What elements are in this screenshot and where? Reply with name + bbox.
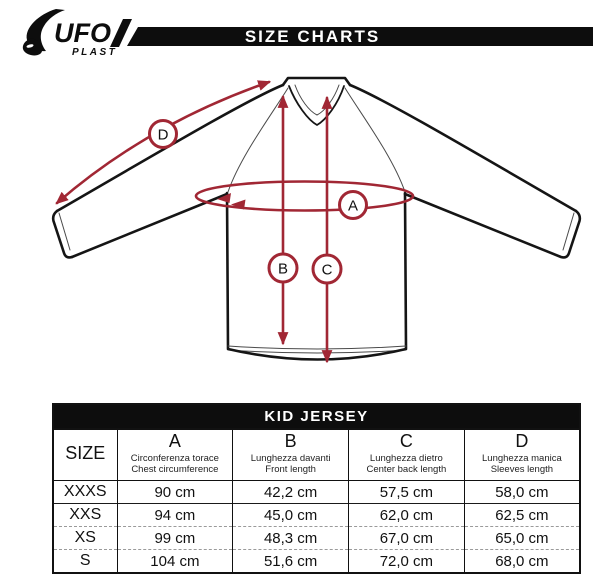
table-title: KID JERSEY [53, 404, 580, 430]
ufo-plast-logo: UFO PLAST [22, 9, 132, 58]
value-cell: 58,0 cm [463, 480, 580, 504]
value-cell: 65,0 cm [463, 526, 580, 550]
logo-alien-head-icon [22, 38, 43, 56]
size-cell: S [53, 549, 117, 573]
page-title: SIZE CHARTS [244, 27, 381, 46]
table-row-xxxs: XXXS 90 cm 42,2 cm 57,5 cm 58,0 cm [53, 480, 580, 504]
column-label-en: Front length [265, 464, 316, 476]
table-header-row: SIZE A Circonferenza torace Chest circum… [53, 429, 580, 482]
marker-circle-a: A [338, 190, 368, 220]
column-header-c: C Lunghezza dietro Center back length [348, 429, 465, 482]
size-column-header: SIZE [53, 429, 117, 482]
column-header-a: A Circonferenza torace Chest circumferen… [116, 429, 233, 482]
column-label-it: Lunghezza davanti [250, 452, 331, 464]
size-cell: XXS [53, 503, 117, 527]
table-title-row: KID JERSEY [53, 404, 580, 430]
value-cell: 90 cm [116, 480, 233, 504]
value-cell: 51,6 cm [232, 549, 349, 573]
column-label-en: Chest circumference [131, 464, 219, 476]
marker-circle-b: B [267, 252, 299, 284]
value-cell: 68,0 cm [463, 549, 580, 573]
value-cell: 45,0 cm [232, 503, 349, 527]
value-cell: 94 cm [116, 503, 233, 527]
column-letter: B [284, 431, 297, 451]
column-letter: D [515, 431, 529, 451]
value-cell: 62,0 cm [348, 503, 465, 527]
value-cell: 57,5 cm [348, 480, 465, 504]
column-label-it: Circonferenza torace [130, 452, 219, 464]
table-row-s: S 104 cm 51,6 cm 72,0 cm 68,0 cm [53, 549, 580, 573]
value-cell: 67,0 cm [348, 526, 465, 550]
table-row-xs: XS 99 cm 48,3 cm 67,0 cm 65,0 cm [53, 526, 580, 550]
value-cell: 99 cm [116, 526, 233, 550]
value-cell: 104 cm [116, 549, 233, 573]
column-letter: C [399, 431, 413, 451]
marker-letter: B [278, 261, 288, 278]
title-bar [127, 27, 593, 46]
jersey-size-diagram: D A B C [51, 76, 582, 364]
marker-letter: A [348, 198, 358, 215]
marker-circle-d: D [148, 119, 178, 149]
measurement-arrows [55, 80, 415, 364]
logo-slash-icon [110, 19, 132, 47]
marker-letter: D [158, 127, 169, 144]
column-label-it: Lunghezza manica [482, 452, 562, 464]
value-cell: 48,3 cm [232, 526, 349, 550]
jersey-outline [51, 76, 582, 361]
column-label-en: Sleeves length [490, 464, 554, 476]
value-cell: 72,0 cm [348, 549, 465, 573]
value-cell: 42,2 cm [232, 480, 349, 504]
size-cell: XXXS [63, 483, 107, 501]
logo-brand-text: UFO [54, 18, 111, 48]
marker-letter: C [322, 262, 333, 279]
column-letter: A [168, 431, 181, 451]
size-table: KID JERSEY SIZE A Circonferenza torace C… [52, 403, 581, 574]
column-label-it: Lunghezza dietro [369, 452, 443, 464]
logo-alien-eye-icon [26, 44, 34, 48]
column-label-en: Center back length [366, 464, 447, 476]
marker-circle-c: C [311, 253, 343, 285]
value-cell: 62,5 cm [463, 503, 580, 527]
size-cell: XS [53, 526, 117, 550]
column-header-b: B Lunghezza davanti Front length [232, 429, 349, 482]
column-header-d: D Lunghezza manica Sleeves length [463, 429, 580, 482]
table-row-xxs: XXS 94 cm 45,0 cm 62,0 cm 62,5 cm [53, 503, 580, 527]
logo-subbrand-text: PLAST [72, 47, 117, 58]
